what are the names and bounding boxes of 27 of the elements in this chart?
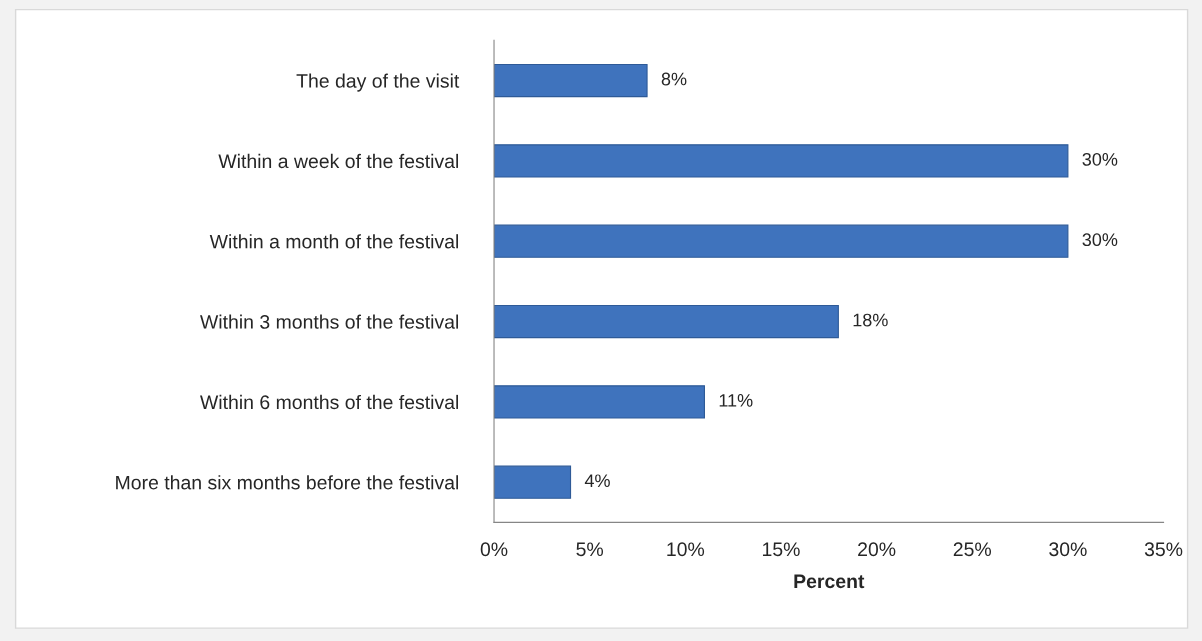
x-tick-label: 25% xyxy=(953,542,992,557)
data-label: 11% xyxy=(719,394,753,407)
x-tick-label: 5% xyxy=(576,542,604,557)
x-tick-label: 10% xyxy=(667,542,705,557)
x-tick-label: 0% xyxy=(480,542,508,557)
y-tick-label: Within a week of the festival xyxy=(218,153,459,169)
bar xyxy=(494,465,572,499)
data-label: 18% xyxy=(853,313,888,327)
bar xyxy=(494,224,1069,258)
y-tick-label: More than six months before the festival xyxy=(116,475,459,490)
y-tick-label: Within 3 months of the festival xyxy=(200,314,459,329)
bar xyxy=(494,304,839,339)
x-axis-title: Percent xyxy=(794,574,865,589)
y-tick-label: Within a month of the festival xyxy=(209,234,459,249)
bar xyxy=(494,385,705,419)
x-tick-label: 20% xyxy=(858,542,896,557)
x-tick-label: 30% xyxy=(1049,542,1087,557)
bar xyxy=(494,144,1069,178)
x-tick-label: 35% xyxy=(1144,542,1183,557)
y-tick-label: The day of the visit xyxy=(296,73,460,92)
data-label: 30% xyxy=(1082,233,1118,247)
bar xyxy=(494,63,648,98)
y-tick-label: Within 6 months of the festival xyxy=(200,394,459,410)
x-tick-label: 15% xyxy=(762,542,800,557)
data-label: 30% xyxy=(1082,152,1118,166)
data-label: 4% xyxy=(584,474,610,488)
data-label: 8% xyxy=(661,72,687,86)
